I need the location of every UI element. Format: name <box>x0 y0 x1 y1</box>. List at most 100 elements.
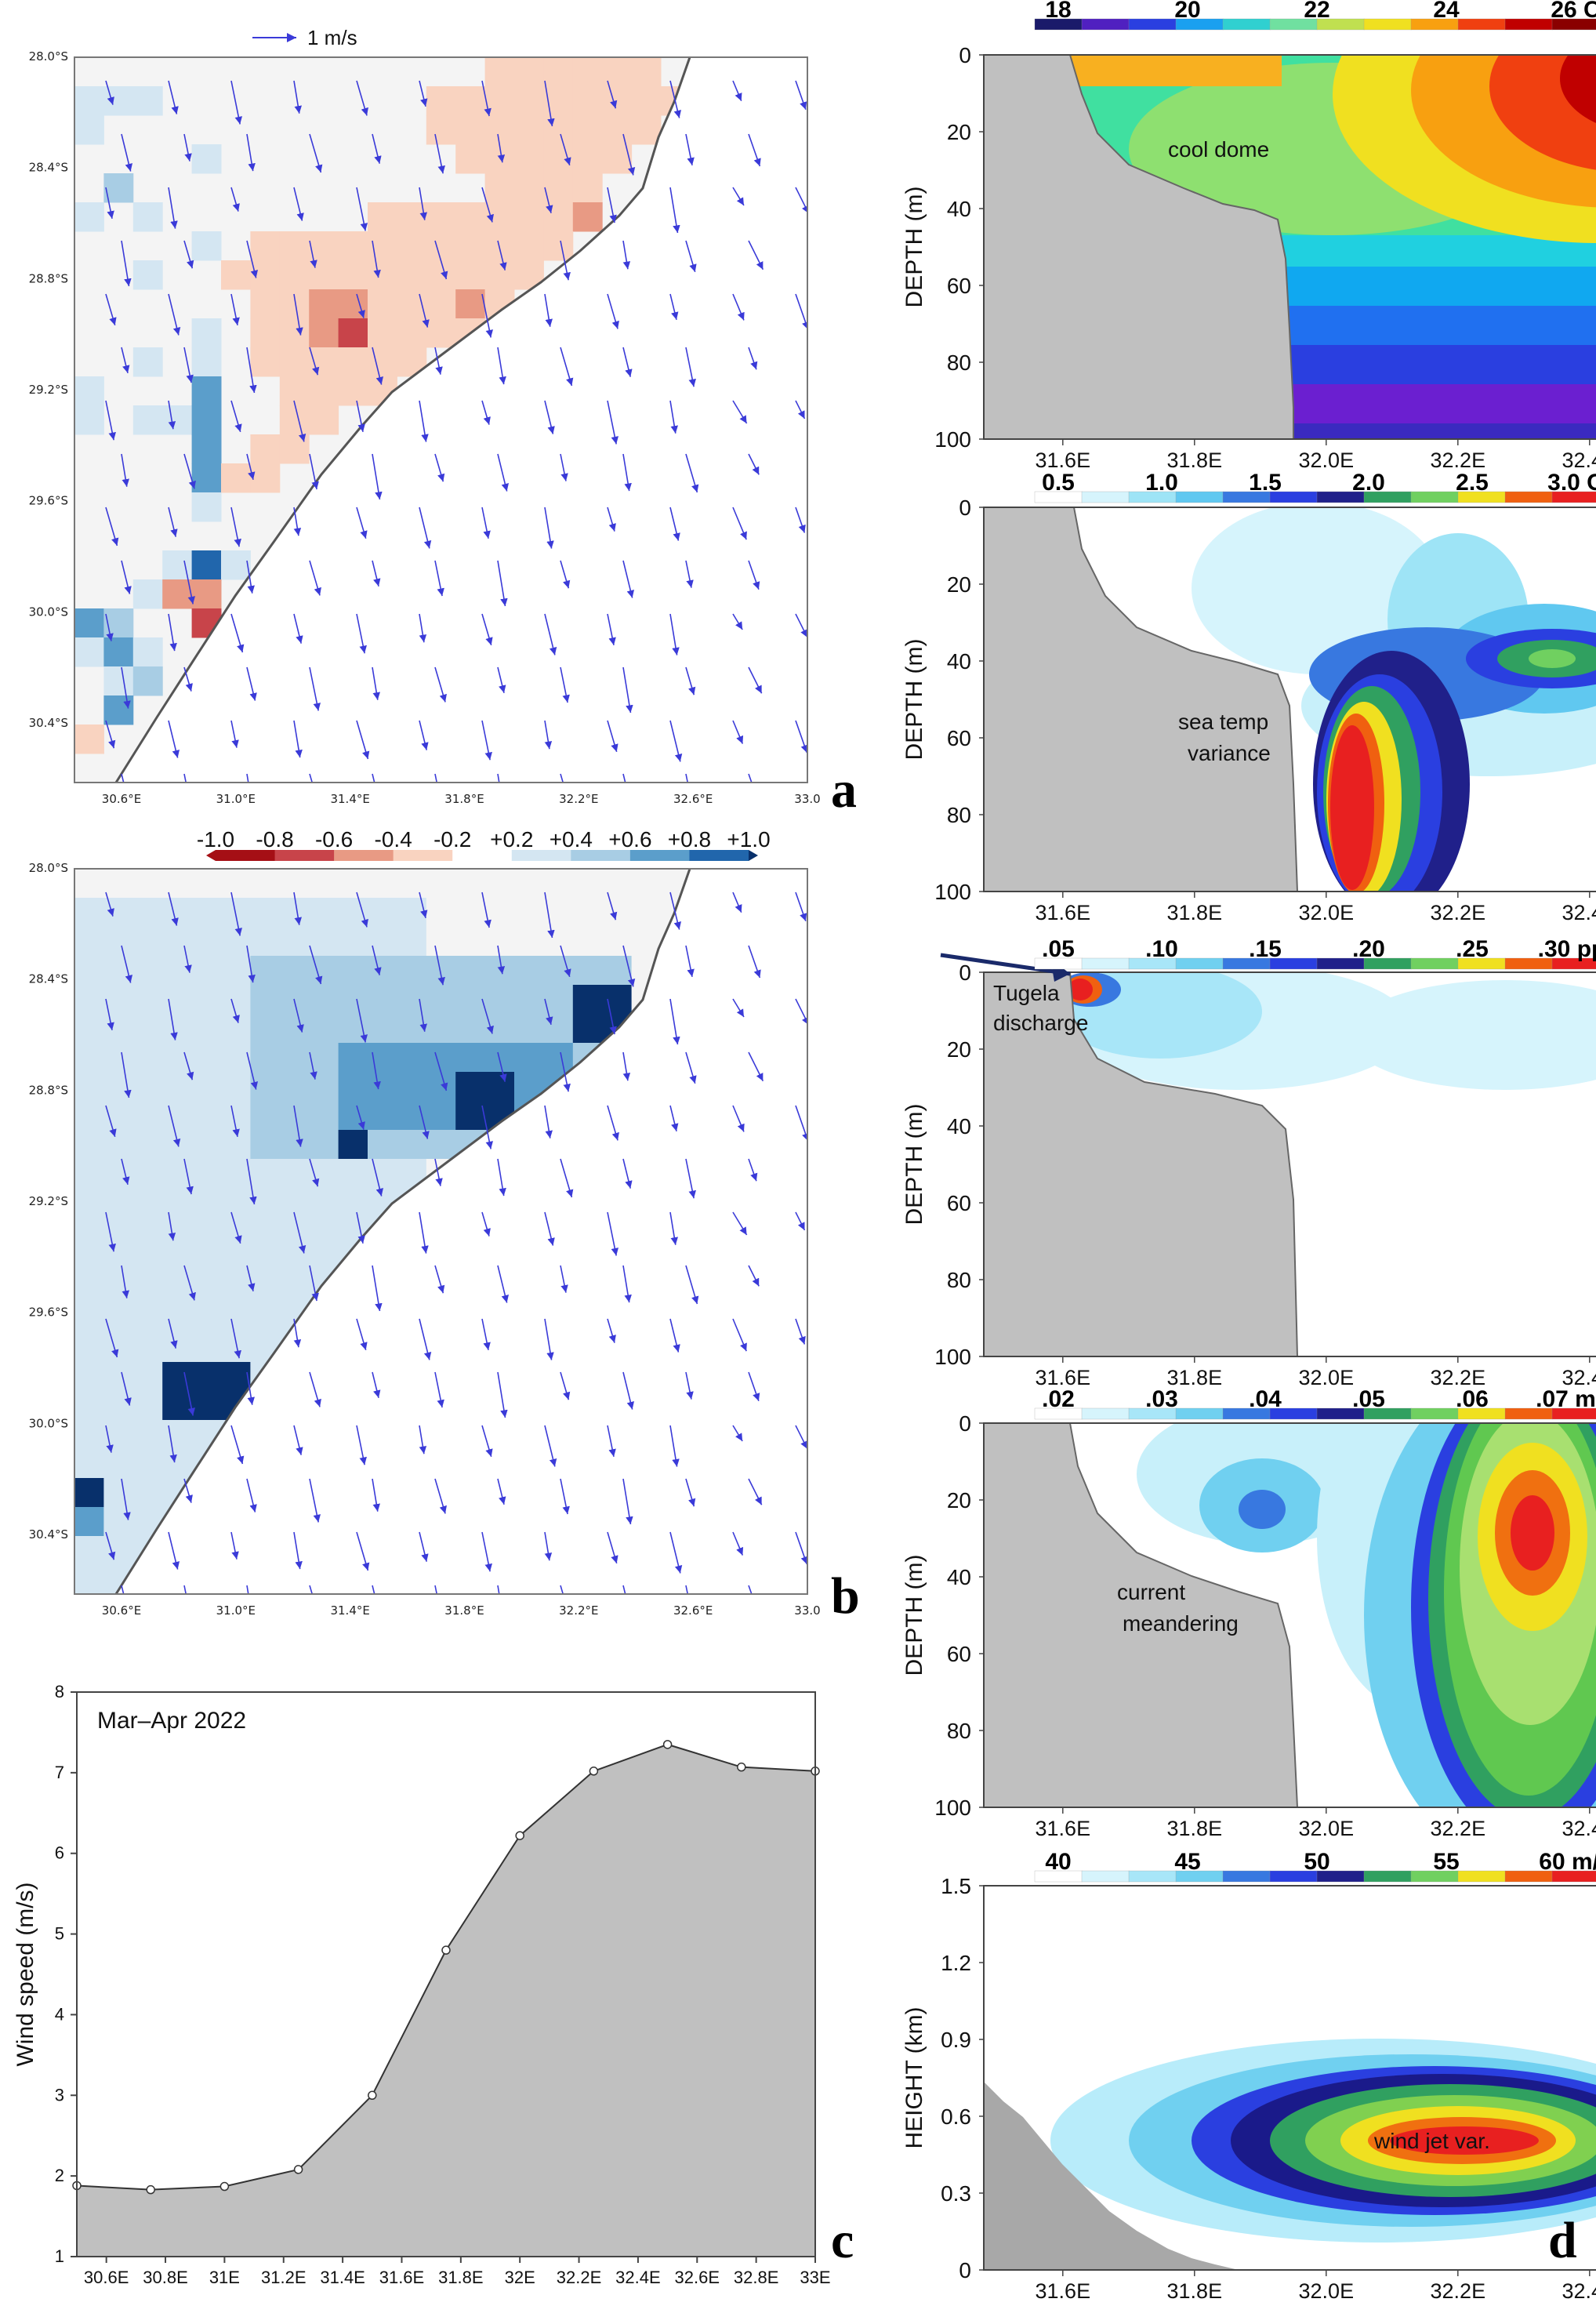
wind-vector <box>732 720 744 744</box>
wind-vector <box>246 240 259 278</box>
grid-cell <box>191 492 222 522</box>
coastline-b <box>114 869 691 1594</box>
y-tick-label: 20 <box>947 1488 971 1513</box>
annotation-sea-temp: sea temp <box>1178 710 1268 734</box>
grid-cell <box>514 57 544 87</box>
colorbar-swatch <box>1222 1870 1271 1883</box>
wind-vector <box>544 720 553 750</box>
y-tick-label: 0.3 <box>941 2181 971 2206</box>
y-axis-ticks-a: 28.0°S 28.4°S 28.8°S 29.2°S 29.6°S 30.0°S 30.4… <box>29 49 68 730</box>
colorbar-swatch <box>216 850 276 861</box>
y-tick-label: 8 <box>55 1682 64 1701</box>
wind-vector <box>168 507 178 537</box>
wind-vector <box>434 453 445 482</box>
grid-cell <box>309 231 339 261</box>
wind-vector <box>560 240 571 281</box>
grid-cell <box>221 463 251 493</box>
x-tick-label: 31.8E <box>1167 1366 1223 1389</box>
wind-vector <box>622 133 636 176</box>
wind-vector <box>419 892 428 918</box>
wind-vector <box>795 80 807 111</box>
grid-cell <box>426 289 456 319</box>
data-point <box>293 2165 303 2174</box>
colorbar-tick: 3.0 C <box>1547 470 1596 496</box>
wind-vector <box>230 187 240 212</box>
grid-cell <box>338 260 368 290</box>
x-tick-label: 32.4E <box>1562 1817 1596 1840</box>
wind-vector <box>230 1425 245 1465</box>
colorbar-swatch <box>1410 491 1459 503</box>
wind-vector <box>748 1051 764 1082</box>
wind-vector <box>669 1318 680 1353</box>
x-tick-label: 32.6°E <box>673 1603 713 1615</box>
grid-cell <box>397 318 427 348</box>
wind-vector <box>622 560 635 598</box>
colorbar-tick: 22 <box>1304 0 1329 23</box>
grid-cell <box>309 376 339 406</box>
wind-vector <box>669 1531 683 1574</box>
wind-vector <box>732 892 742 913</box>
grid-cell <box>191 405 222 435</box>
wind-vector <box>497 560 508 607</box>
x-tick-label: 30.6°E <box>102 1603 141 1615</box>
grid-cell <box>631 115 662 145</box>
wind-vector <box>732 80 742 102</box>
wind-vector <box>795 187 807 214</box>
wind-vector <box>544 998 553 1025</box>
grid-cell <box>250 289 281 319</box>
section-axes: 18 20 22 24 26 C 0 20 40 60 80 100 31.6E 31.8E 32.0E 3… <box>901 0 1596 2303</box>
wind-vector <box>230 1105 240 1137</box>
wind-vector <box>419 1425 427 1454</box>
wind-vector <box>309 1051 317 1080</box>
colorbar-tick: .10 <box>1145 936 1178 962</box>
grid-cell <box>338 318 368 348</box>
panel-b: -1.0 -0.8 -0.6 -0.4 -0.2 +0.2 +0.4 +0.6 +0.8 +1.0… <box>29 827 826 1615</box>
wind-vector <box>356 1211 365 1244</box>
wind-vector <box>121 133 133 172</box>
y-tick-label: 0 <box>959 43 971 67</box>
grid-cell <box>250 347 281 377</box>
wind-vector <box>183 560 196 605</box>
wind-vector <box>685 133 695 165</box>
colorbar-swatch <box>1410 1407 1459 1420</box>
wind-vector <box>121 560 132 594</box>
wind-vector <box>732 187 745 206</box>
grid-cell <box>132 86 163 116</box>
wind-vector <box>607 1211 619 1256</box>
x-tick-label: 31.4°E <box>330 1603 369 1615</box>
wind-vector <box>434 1478 447 1514</box>
x-tick-label: 32.2E <box>1431 2279 1486 2303</box>
wind-vector <box>434 945 445 986</box>
y-tick-label: 60 <box>947 274 971 298</box>
wind-vector <box>497 453 510 492</box>
wind-vector <box>748 133 761 167</box>
grid-cell <box>397 260 427 290</box>
wind-vector <box>481 720 492 761</box>
wind-vector <box>811 1372 826 1397</box>
colorbar-swatch <box>1175 957 1224 970</box>
wind-vector <box>121 1158 130 1185</box>
wind-vector <box>293 613 303 644</box>
wind-vector <box>481 187 494 223</box>
grid-cell <box>132 579 163 609</box>
wind-vector <box>230 998 240 1023</box>
grid-cell <box>279 231 310 261</box>
y-tick-label: 80 <box>947 1719 971 1743</box>
wind-vector <box>748 1158 758 1182</box>
y-tick-label: 100 <box>934 427 971 452</box>
y-tick-label: 29.6°S <box>29 1306 68 1320</box>
colorbar-swatch <box>1551 18 1596 31</box>
wind-vector <box>685 945 695 977</box>
wind-vector <box>246 560 255 594</box>
colorbar-swatch <box>1551 1870 1596 1883</box>
wind-vector <box>607 720 618 753</box>
x-tick-label: 31.4E <box>320 2268 365 2287</box>
wind-vector <box>811 667 820 688</box>
wind-vector <box>230 293 240 325</box>
wind-vector <box>293 507 302 536</box>
colorbar-swatch <box>629 850 690 861</box>
wind-vector <box>497 773 500 783</box>
x-tick-label: 32.4E <box>1562 1366 1596 1389</box>
colorbar-swatch <box>1081 1407 1130 1420</box>
wind-vector <box>168 1318 178 1349</box>
